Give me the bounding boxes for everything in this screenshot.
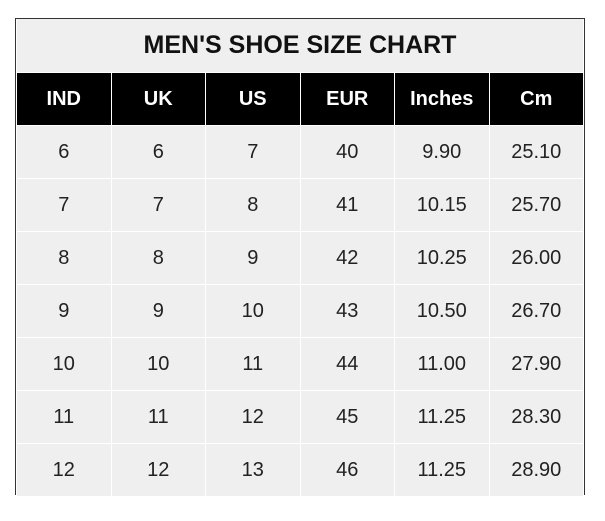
table-row: 6 6 7 40 9.90 25.10 (16, 125, 584, 179)
cell-inches: 10.50 (394, 284, 490, 338)
cell-ind: 12 (16, 443, 112, 497)
cell-uk: 11 (110, 390, 206, 444)
cell-us: 13 (205, 443, 301, 497)
table-row: 7 7 8 41 10.15 25.70 (16, 178, 584, 232)
table-row: 10 10 11 44 11.00 27.90 (16, 337, 584, 391)
header-uk: UK (110, 72, 206, 126)
cell-ind: 9 (16, 284, 112, 338)
cell-cm: 27.90 (488, 337, 584, 391)
cell-cm: 25.10 (488, 125, 584, 179)
cell-eur: 42 (299, 231, 395, 285)
cell-inches: 10.25 (394, 231, 490, 285)
cell-eur: 40 (299, 125, 395, 179)
cell-inches: 11.25 (394, 390, 490, 444)
table-row: 12 12 13 46 11.25 28.90 (16, 443, 584, 497)
cell-cm: 26.00 (488, 231, 584, 285)
cell-uk: 12 (110, 443, 206, 497)
cell-us: 8 (205, 178, 301, 232)
cell-ind: 8 (16, 231, 112, 285)
header-row: IND UK US EUR Inches Cm (16, 72, 584, 126)
table-row: 9 9 10 43 10.50 26.70 (16, 284, 584, 338)
header-ind: IND (16, 72, 112, 126)
header-cm: Cm (488, 72, 584, 126)
cell-inches: 10.15 (394, 178, 490, 232)
cell-us: 9 (205, 231, 301, 285)
cell-inches: 11.25 (394, 443, 490, 497)
cell-us: 7 (205, 125, 301, 179)
cell-uk: 8 (110, 231, 206, 285)
chart-title: MEN'S SHOE SIZE CHART (16, 19, 584, 73)
cell-ind: 11 (16, 390, 112, 444)
cell-eur: 46 (299, 443, 395, 497)
cell-us: 10 (205, 284, 301, 338)
cell-eur: 45 (299, 390, 395, 444)
size-table: MEN'S SHOE SIZE CHART IND UK US EUR Inch… (16, 19, 584, 497)
cell-cm: 25.70 (488, 178, 584, 232)
cell-cm: 28.30 (488, 390, 584, 444)
header-us: US (205, 72, 301, 126)
cell-uk: 6 (110, 125, 206, 179)
table-row: 11 11 12 45 11.25 28.30 (16, 390, 584, 444)
size-chart: MEN'S SHOE SIZE CHART IND UK US EUR Inch… (15, 18, 585, 497)
cell-cm: 28.90 (488, 443, 584, 497)
cell-inches: 11.00 (394, 337, 490, 391)
cell-us: 12 (205, 390, 301, 444)
cell-uk: 9 (110, 284, 206, 338)
cell-cm: 26.70 (488, 284, 584, 338)
cell-ind: 10 (16, 337, 112, 391)
header-inches: Inches (394, 72, 490, 126)
cell-eur: 41 (299, 178, 395, 232)
header-eur: EUR (299, 72, 395, 126)
cell-ind: 6 (16, 125, 112, 179)
cell-us: 11 (205, 337, 301, 391)
cell-uk: 7 (110, 178, 206, 232)
cell-eur: 43 (299, 284, 395, 338)
cell-uk: 10 (110, 337, 206, 391)
cell-eur: 44 (299, 337, 395, 391)
cell-ind: 7 (16, 178, 112, 232)
table-row: 8 8 9 42 10.25 26.00 (16, 231, 584, 285)
cell-inches: 9.90 (394, 125, 490, 179)
